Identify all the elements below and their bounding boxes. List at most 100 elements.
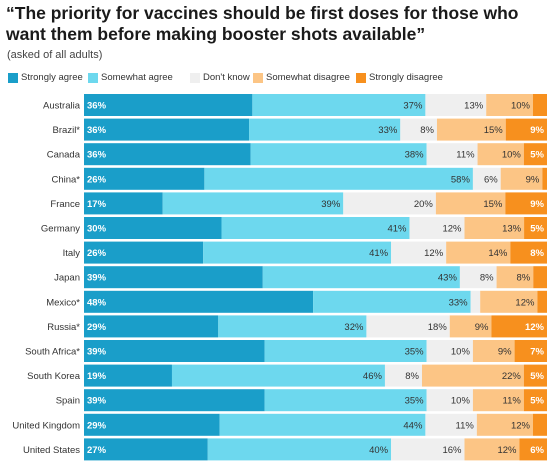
- bar-segment-strongly-agree: [84, 438, 208, 461]
- bar-row-germany: Germany 30% 41% 12% 13% 5%: [41, 217, 547, 239]
- bar-segment-don-t-know: [400, 118, 437, 141]
- bar-segment-somewhat-disagree: [477, 143, 524, 166]
- bar-segment-strongly-disagree: [523, 364, 547, 387]
- bar-segment-strongly-disagree: [519, 438, 547, 461]
- bar-segment-strongly-disagree: [510, 241, 547, 264]
- category-label: United Kingdom: [12, 420, 80, 431]
- data-label: 29%: [87, 322, 107, 333]
- bar-segment-somewhat-agree: [207, 438, 392, 461]
- bar-segment-somewhat-agree: [171, 364, 385, 387]
- bar-segment-somewhat-disagree: [486, 94, 533, 116]
- bar-segment-strongly-agree: [84, 118, 250, 141]
- bar-segment-somewhat-agree: [219, 413, 426, 436]
- data-label: 5%: [530, 150, 544, 161]
- data-label: 44%: [403, 420, 423, 431]
- data-label: 9%: [475, 322, 489, 333]
- data-label: 32%: [344, 322, 364, 333]
- bar-segment-somewhat-agree: [313, 290, 471, 313]
- bar-segment-somewhat-disagree: [446, 241, 511, 264]
- bar-segment-strongly-agree: [84, 340, 265, 362]
- data-label: 11%: [503, 396, 522, 407]
- data-label: 40%: [369, 445, 389, 456]
- chart-subtitle: (asked of all adults): [7, 49, 103, 61]
- data-label: 36%: [87, 150, 107, 161]
- bar-segment-strongly-disagree: [532, 413, 547, 436]
- data-label: 13%: [502, 224, 522, 235]
- bar-segment-somewhat-disagree: [464, 438, 520, 461]
- legend-label-dont-know: Don't know: [203, 72, 250, 83]
- data-label: 17%: [87, 199, 107, 210]
- bar-row-japan: Japan 39% 43% 8% 8%: [54, 266, 547, 289]
- bar-segment-strongly-disagree: [505, 118, 547, 141]
- bar-segment-somewhat-agree: [250, 143, 427, 166]
- data-label: 41%: [387, 224, 407, 235]
- data-label: 33%: [449, 297, 469, 308]
- data-label: 9%: [530, 199, 544, 210]
- data-label: 16%: [442, 445, 462, 456]
- data-label: 8%: [530, 248, 544, 259]
- bar-segment-somewhat-disagree: [472, 340, 515, 362]
- bar-row-france: France 17% 39% 20% 15% 9%: [50, 192, 547, 215]
- data-label: 11%: [456, 420, 475, 431]
- data-label: 9%: [530, 125, 544, 136]
- legend-swatch-dont-know: [190, 73, 200, 83]
- legend-label-strongly-disagree: Strongly disagree: [369, 72, 443, 83]
- bar-segment-somewhat-disagree: [436, 118, 506, 141]
- category-label: France: [50, 199, 80, 210]
- legend-swatch-strongly-agree: [8, 73, 18, 83]
- bar-segment-somewhat-agree: [262, 266, 460, 289]
- category-label: China*: [51, 174, 80, 185]
- data-label: 9%: [498, 347, 512, 358]
- bar-segment-somewhat-agree: [249, 118, 401, 141]
- bar-row-south-korea: South Korea 19% 46% 8% 22% 5%: [27, 364, 547, 387]
- category-label: United States: [23, 445, 80, 456]
- data-label: 6%: [530, 445, 544, 456]
- bar-row-south-africa: South Africa* 39% 35% 10% 9% 7%: [25, 340, 547, 362]
- data-label: 10%: [502, 150, 522, 161]
- category-label: Brazil*: [53, 125, 81, 136]
- data-label: 13%: [464, 101, 484, 112]
- data-label: 37%: [403, 101, 423, 112]
- category-label: South Korea: [27, 371, 81, 382]
- bar-segment-somewhat-agree: [218, 315, 367, 338]
- bar-segment-somewhat-agree: [264, 389, 427, 412]
- bar-segment-don-t-know: [366, 315, 450, 338]
- bar-segment-strongly-disagree: [532, 94, 547, 116]
- category-label: South Africa*: [25, 347, 80, 358]
- data-label: 35%: [405, 396, 425, 407]
- category-label: Germany: [41, 224, 80, 235]
- bar-segment-somewhat-disagree: [476, 413, 533, 436]
- data-label: 9%: [526, 174, 540, 185]
- bar-segment-don-t-know: [384, 364, 422, 387]
- bar-row-united-kingdom: United Kingdom 29% 44% 11% 12%: [12, 413, 547, 436]
- data-label: 10%: [451, 347, 471, 358]
- bar-segment-somewhat-agree: [252, 94, 426, 116]
- data-label: 29%: [87, 420, 107, 431]
- category-label: Mexico*: [46, 297, 80, 308]
- bar-segment-don-t-know: [425, 94, 487, 116]
- data-label: 35%: [405, 347, 425, 358]
- bar-segment-don-t-know: [391, 438, 465, 461]
- data-label: 19%: [87, 371, 107, 382]
- category-label: Japan: [54, 273, 80, 284]
- bar-segment-strongly-agree: [84, 413, 220, 436]
- data-label: 22%: [502, 371, 522, 382]
- bar-segment-strongly-agree: [84, 167, 205, 190]
- bar-segment-strongly-disagree: [523, 389, 547, 412]
- legend-label-somewhat-disagree: Somewhat disagree: [266, 72, 350, 83]
- data-label: 46%: [363, 371, 383, 382]
- data-label: 33%: [378, 125, 398, 136]
- data-label: 38%: [405, 150, 425, 161]
- bar-row-united-states: United States 27% 40% 16% 12% 6%: [23, 438, 547, 461]
- bar-segment-strongly-disagree: [524, 217, 547, 239]
- data-label: 8%: [405, 371, 419, 382]
- data-label: 11%: [456, 150, 475, 161]
- data-label: 18%: [428, 322, 448, 333]
- bar-segment-somewhat-disagree: [496, 266, 534, 289]
- category-label: Spain: [56, 396, 80, 407]
- bar-segment-strongly-disagree: [537, 290, 547, 313]
- data-label: 41%: [369, 248, 389, 259]
- data-label: 15%: [483, 199, 503, 210]
- bar-row-brazil: Brazil* 36% 33% 8% 15% 9%: [53, 118, 547, 141]
